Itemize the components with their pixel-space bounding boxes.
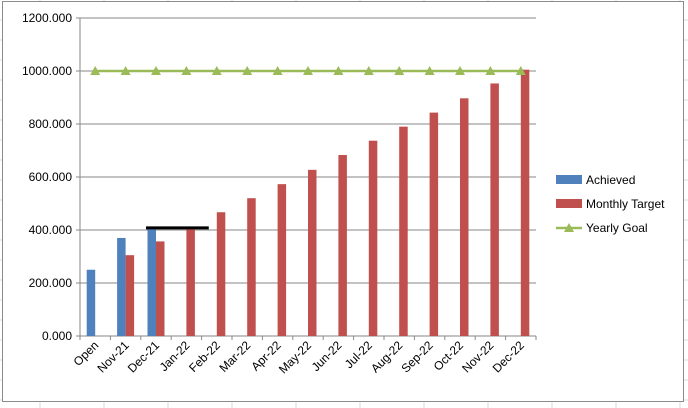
x-tick-label: Nov-21 [94, 338, 131, 375]
y-tick-label: 0.000 [42, 329, 72, 343]
bar-monthly-target[interactable] [186, 227, 195, 336]
bar-monthly-target[interactable] [399, 126, 408, 337]
bar-monthly-target[interactable] [125, 255, 135, 336]
bar-monthly-target[interactable] [277, 184, 287, 336]
triangle-marker[interactable] [363, 66, 374, 75]
triangle-marker[interactable] [333, 66, 344, 75]
x-tick-label: Mar-22 [217, 338, 254, 375]
triangle-marker[interactable] [455, 66, 465, 75]
x-tick-label: Sep-22 [398, 338, 435, 375]
bar-monthly-target[interactable] [247, 198, 256, 336]
y-tick-label: 400.000 [29, 223, 73, 237]
legend-label: Achieved [586, 173, 635, 187]
triangle-marker[interactable] [211, 66, 222, 75]
bar-monthly-target[interactable] [460, 98, 469, 336]
bar-achieved[interactable] [147, 227, 157, 336]
triangle-marker[interactable] [272, 66, 283, 75]
plot-area[interactable] [86, 66, 530, 337]
legend-swatch [556, 175, 582, 184]
legend-swatch [556, 199, 582, 208]
triangle-marker[interactable] [90, 66, 101, 75]
triangle-marker[interactable] [303, 66, 313, 75]
y-tick-label: 600.000 [29, 170, 73, 184]
legend-label: Yearly Goal [586, 221, 648, 235]
triangle-marker[interactable] [181, 66, 192, 75]
x-tick-label: May-22 [276, 338, 314, 376]
x-axis: OpenNov-21Dec-21Jan-22Feb-22Mar-22Apr-22… [71, 336, 537, 376]
triangle-marker[interactable] [424, 66, 435, 75]
x-tick-label: Jun-22 [309, 338, 345, 374]
y-tick-label: 1000.000 [22, 64, 72, 78]
bar-monthly-target[interactable] [490, 83, 499, 336]
bar-monthly-target[interactable] [338, 155, 347, 336]
y-tick-label: 200.000 [29, 276, 73, 290]
legend-label: Monthly Target [586, 197, 665, 211]
y-tick-label: 1200.000 [22, 11, 72, 25]
triangle-marker[interactable] [242, 66, 253, 75]
triangle-marker[interactable] [515, 66, 526, 75]
bar-monthly-target[interactable] [156, 241, 165, 336]
triangle-marker[interactable] [485, 66, 496, 75]
x-tick-label: Dec-21 [125, 338, 162, 375]
bar-monthly-target[interactable] [308, 169, 317, 336]
x-tick-label: Feb-22 [186, 338, 223, 375]
x-tick-label: Nov-22 [459, 338, 496, 375]
y-axis: 0.000 200.000 400.000 600.000 800.000 1000.00… [22, 11, 80, 343]
bar-monthly-target[interactable] [520, 69, 530, 337]
y-tick-label: 800.000 [29, 117, 73, 131]
triangle-marker[interactable] [394, 66, 405, 75]
x-tick-label: Jan-22 [157, 338, 193, 374]
legend[interactable]: Achieved Monthly Target Yearly Goal [556, 173, 665, 235]
bar-monthly-target[interactable] [368, 140, 378, 336]
triangle-marker[interactable] [151, 66, 161, 75]
x-tick-label: Dec-22 [490, 338, 527, 375]
bar-achieved[interactable] [117, 237, 126, 336]
triangle-marker[interactable] [120, 66, 131, 75]
bar-monthly-target[interactable] [216, 212, 226, 336]
legend-triangle-marker [564, 223, 574, 232]
bar-achieved[interactable] [86, 269, 96, 336]
bar-monthly-target[interactable] [429, 112, 439, 336]
x-tick-label: Aug-22 [368, 338, 405, 375]
